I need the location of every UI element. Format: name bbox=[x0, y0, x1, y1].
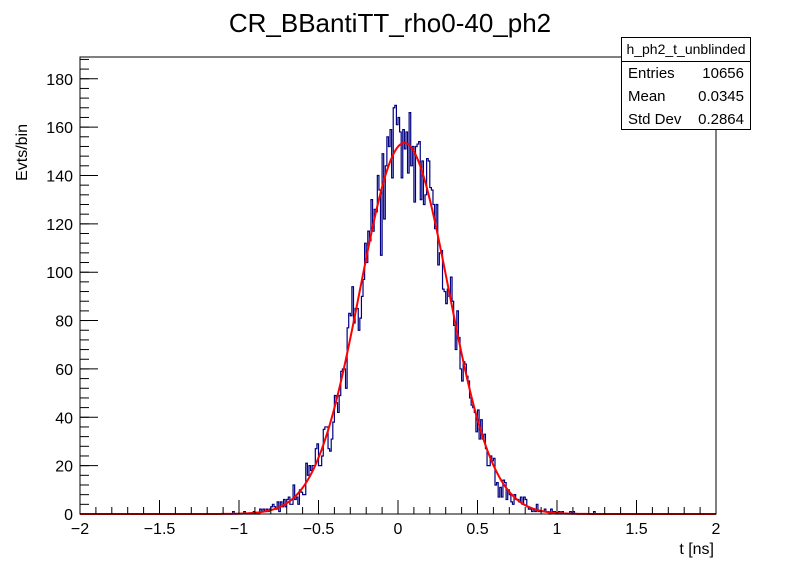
y-tick-label: 120 bbox=[46, 217, 73, 234]
stats-box: h_ph2_t_unblinded Entries 10656 Mean 0.0… bbox=[621, 37, 751, 130]
y-tick-label: 100 bbox=[46, 265, 73, 282]
x-axis-label: t [ns] bbox=[679, 541, 714, 558]
x-tick-label: −2 bbox=[71, 521, 89, 538]
stats-row-mean: Mean 0.0345 bbox=[622, 85, 750, 108]
x-tick-label: 1.5 bbox=[625, 521, 647, 538]
x-tick-label: 0.5 bbox=[466, 521, 488, 538]
y-tick-label: 160 bbox=[46, 120, 73, 137]
y-tick-label: 20 bbox=[55, 459, 73, 476]
x-tick-label: −1.5 bbox=[144, 521, 176, 538]
stats-row-entries: Entries 10656 bbox=[622, 62, 750, 85]
stats-stddev-label: Std Dev bbox=[628, 111, 682, 128]
stats-entries-value: 10656 bbox=[702, 65, 744, 82]
axes: −2 −1.5 −1 −0.5 0 0.5 1 1.5 20204060801001201401… bbox=[46, 56, 721, 538]
y-tick-label: 180 bbox=[46, 72, 73, 89]
y-tick-label: 80 bbox=[55, 314, 73, 331]
x-tick-label: −0.5 bbox=[303, 521, 335, 538]
y-tick-label: 140 bbox=[46, 168, 73, 185]
y-axis-label: Evts/bin bbox=[14, 124, 31, 181]
y-tick-label: 60 bbox=[55, 362, 73, 379]
x-tick-label: −1 bbox=[230, 521, 248, 538]
stats-mean-value: 0.0345 bbox=[698, 88, 744, 105]
stats-row-stddev: Std Dev 0.2864 bbox=[622, 108, 750, 131]
x-tick-label: 0 bbox=[394, 521, 403, 538]
y-tick-label: 0 bbox=[64, 507, 73, 524]
stats-histogram-name: h_ph2_t_unblinded bbox=[622, 38, 750, 62]
x-tick-label: 1 bbox=[553, 521, 562, 538]
x-tick-label: 2 bbox=[712, 521, 721, 538]
stats-entries-label: Entries bbox=[628, 65, 675, 82]
y-tick-label: 40 bbox=[55, 410, 73, 427]
stats-mean-label: Mean bbox=[628, 88, 666, 105]
stats-stddev-value: 0.2864 bbox=[698, 111, 744, 128]
chart-title: CR_BBantiTT_rho0-40_ph2 bbox=[229, 8, 551, 38]
